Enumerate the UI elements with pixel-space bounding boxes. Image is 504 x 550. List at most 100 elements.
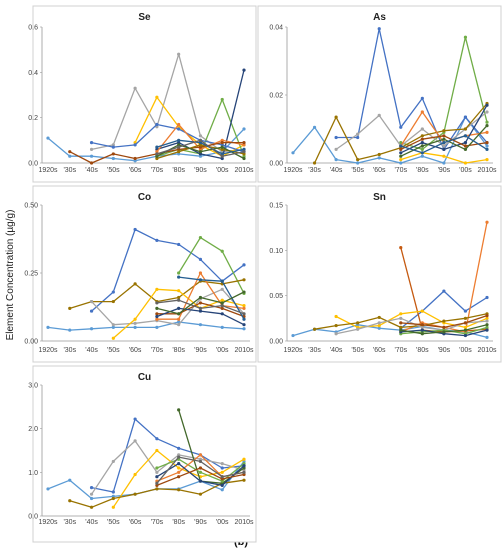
data-point — [334, 314, 338, 319]
panel-border — [32, 185, 257, 363]
data-point — [198, 295, 203, 300]
panel-title: As — [373, 12, 386, 23]
data-point — [242, 147, 246, 151]
data-point — [377, 27, 381, 31]
data-point — [463, 127, 468, 131]
x-tick-label: '50s — [107, 519, 120, 526]
x-tick-label: '50s — [351, 347, 364, 354]
data-point — [420, 328, 424, 332]
data-point — [242, 141, 246, 145]
chart-panel-cu: Cu 0.0 1.0 2.0 3.0 1920s '30s '40s '50s '60s '70s '… — [28, 365, 257, 543]
data-point — [177, 143, 181, 147]
x-tick-label: 1920s — [38, 347, 58, 354]
data-point — [155, 312, 159, 316]
series-line — [335, 310, 488, 329]
data-point — [155, 325, 159, 329]
x-tick-label: '60s — [373, 347, 386, 354]
data-point — [155, 154, 159, 158]
data-point — [155, 470, 159, 474]
x-tick-label: 2010s — [477, 347, 497, 354]
data-point — [177, 466, 181, 470]
y-tick-label: 2.0 — [28, 426, 38, 433]
data-point — [155, 122, 159, 127]
x-tick-label: '60s — [129, 519, 142, 526]
data-point — [220, 306, 224, 310]
data-point — [177, 455, 181, 459]
data-point — [399, 147, 403, 151]
chart-panel-as: As 0.00 0.02 0.04 1920s '30s '40s '50s '60s '70s '… — [257, 5, 502, 183]
data-point — [133, 282, 137, 286]
x-tick-label: 1920s — [283, 347, 303, 354]
data-point — [198, 138, 203, 142]
data-point — [68, 499, 72, 503]
x-tick-label: '60s — [373, 167, 386, 174]
data-point — [46, 325, 50, 329]
series-line — [178, 276, 245, 320]
data-point — [291, 333, 295, 338]
data-point — [133, 317, 137, 321]
data-point — [198, 306, 203, 310]
data-point — [442, 144, 446, 148]
data-point — [220, 97, 224, 102]
series-line — [91, 123, 245, 153]
data-point — [220, 462, 224, 466]
panel-title: Se — [138, 12, 151, 23]
data-point — [220, 138, 224, 142]
data-point — [420, 144, 424, 148]
data-point — [291, 151, 295, 155]
data-point — [377, 326, 381, 330]
data-point — [177, 320, 181, 324]
data-point — [198, 152, 203, 156]
data-point — [442, 147, 446, 151]
data-point — [463, 35, 468, 39]
data-point — [242, 317, 246, 321]
data-point — [420, 323, 424, 327]
x-tick-label: '90s — [194, 347, 207, 354]
data-point — [111, 325, 115, 329]
data-point — [399, 141, 403, 145]
y-tick-label: 0.2 — [28, 115, 38, 122]
data-point — [420, 137, 424, 141]
data-point — [198, 459, 203, 464]
data-point — [220, 298, 224, 302]
data-point — [177, 446, 181, 450]
data-point — [89, 486, 94, 490]
data-point — [111, 323, 115, 327]
data-point — [133, 492, 137, 496]
data-point — [177, 147, 181, 151]
series-line — [178, 236, 245, 294]
data-point — [485, 141, 489, 145]
data-point — [177, 488, 181, 492]
data-point — [420, 151, 424, 155]
data-point — [155, 475, 159, 479]
data-point — [220, 147, 224, 151]
y-tick-label: 0.00 — [269, 161, 283, 168]
data-point — [463, 144, 468, 148]
data-point — [198, 150, 203, 154]
data-point — [220, 156, 224, 161]
data-point — [312, 125, 317, 129]
data-point — [155, 317, 159, 321]
data-point — [442, 137, 446, 141]
data-point — [463, 325, 468, 329]
data-point — [377, 156, 381, 160]
chart-panel-sn: Sn 0.00 0.05 0.10 0.15 1920s '30s '40s '50s '60s '… — [257, 185, 502, 363]
data-point — [220, 141, 224, 145]
data-point — [111, 145, 115, 149]
data-point — [377, 321, 381, 325]
data-point — [334, 158, 338, 162]
data-point — [198, 141, 203, 145]
x-tick-label: '80s — [416, 347, 429, 354]
data-point — [242, 470, 246, 474]
data-point — [133, 472, 137, 477]
data-point — [155, 487, 159, 491]
y-tick-label: 3.0 — [28, 383, 38, 390]
x-tick-label: '50s — [107, 347, 120, 354]
data-point — [242, 306, 246, 310]
data-point — [68, 328, 72, 332]
data-point — [177, 138, 181, 142]
data-point — [442, 289, 446, 293]
data-point — [89, 161, 94, 165]
data-point — [442, 129, 446, 133]
data-point — [442, 330, 446, 334]
